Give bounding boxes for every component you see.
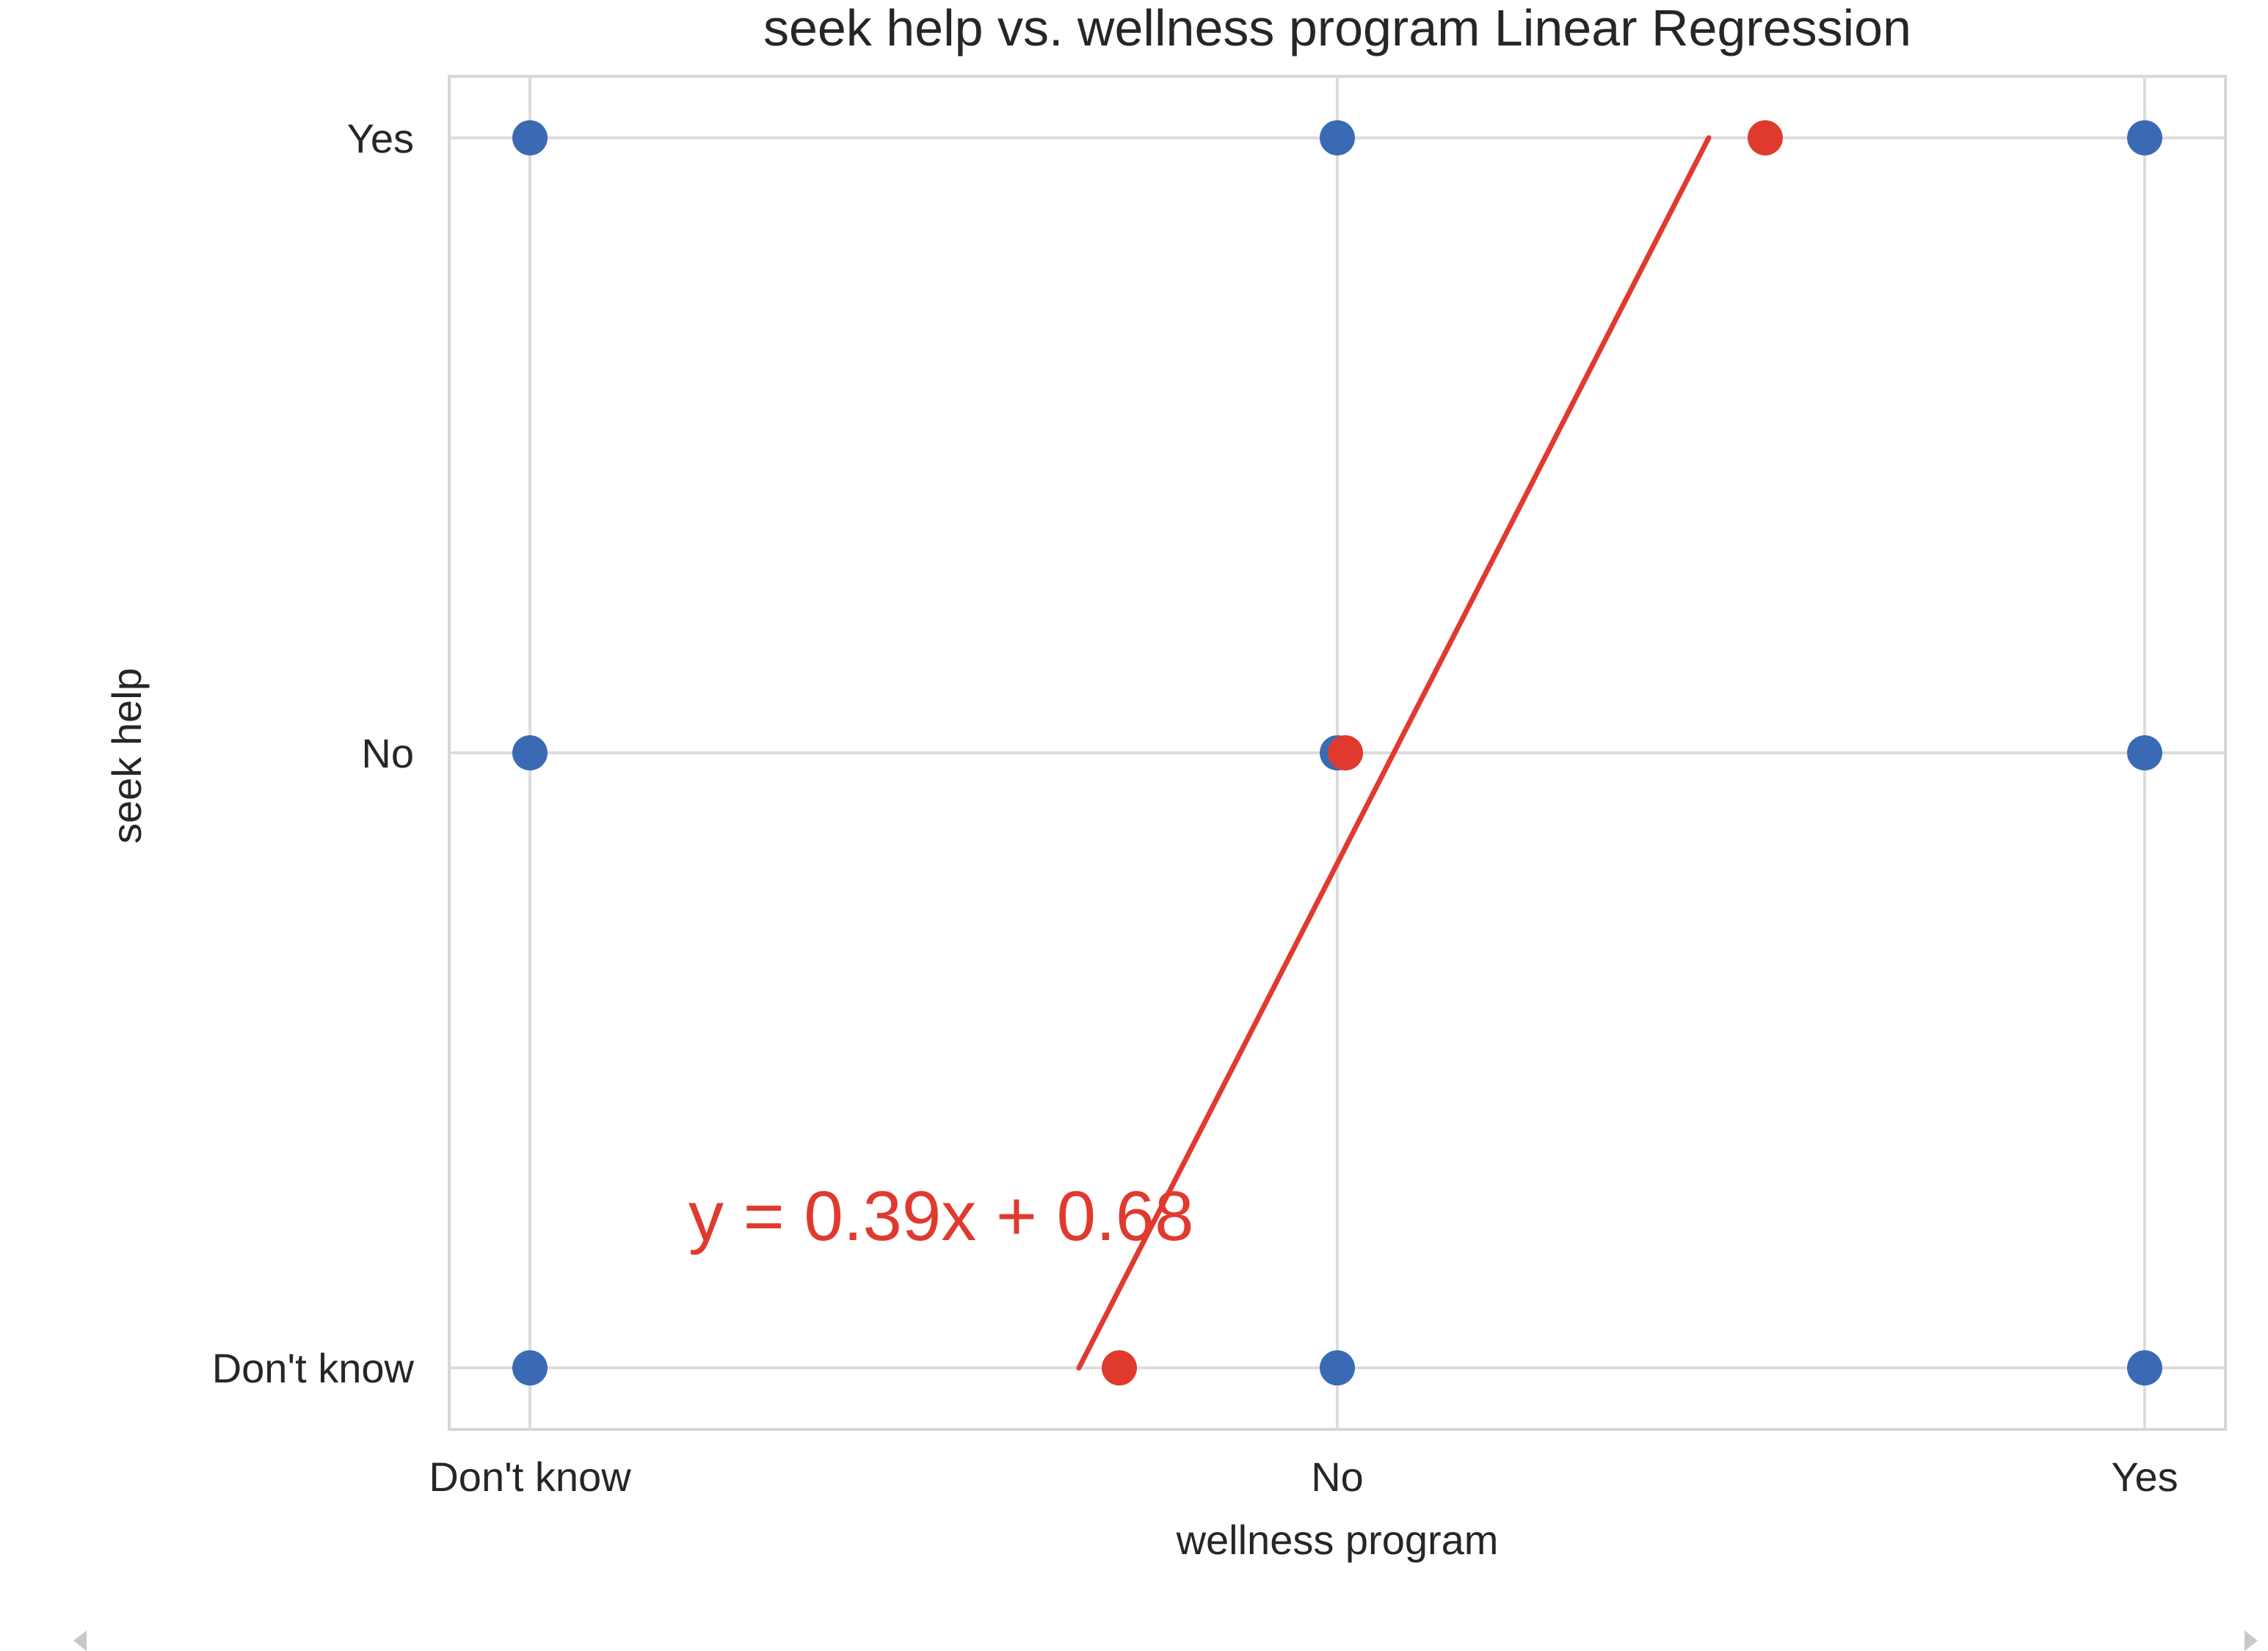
data-point-series-1-7 (512, 120, 548, 156)
data-point-series-2-2 (1328, 735, 1363, 770)
tick-labels: Don't know No Yes Don't know No Yes (212, 115, 2178, 1500)
data-point-series-2-1 (1102, 1350, 1137, 1386)
regression-line (1076, 135, 1712, 1371)
regression-equation: y = 0.39x + 0.68 (688, 1177, 1194, 1255)
data-point-series-1-2 (1320, 1350, 1355, 1386)
data-point-series-1-4 (512, 735, 548, 770)
data-points (512, 120, 2162, 1386)
regression-layer (1076, 135, 1712, 1371)
data-point-series-1-6 (2127, 735, 2162, 770)
chart-title: seek help vs. wellness program Linear Re… (763, 0, 1911, 57)
data-point-series-1-3 (2127, 1350, 2162, 1386)
x-tick-label-yes: Yes (2111, 1454, 2178, 1500)
data-point-series-2-3 (1748, 120, 1783, 156)
data-point-series-1-1 (512, 1350, 548, 1386)
scroll-right-icon[interactable] (2245, 1630, 2258, 1651)
y-axis-label: seek help (103, 668, 150, 844)
x-axis-label: wellness program (1176, 1517, 1499, 1563)
scroll-left-icon[interactable] (73, 1630, 87, 1651)
x-tick-label-don-t-know: Don't know (429, 1454, 631, 1500)
y-tick-label-yes: Yes (347, 115, 414, 161)
data-point-series-1-8 (1320, 120, 1355, 156)
y-tick-label-don-t-know: Don't know (212, 1345, 415, 1391)
y-tick-label-no: No (361, 730, 414, 776)
data-point-series-1-9 (2127, 120, 2162, 156)
x-tick-label-no: No (1311, 1454, 1364, 1500)
